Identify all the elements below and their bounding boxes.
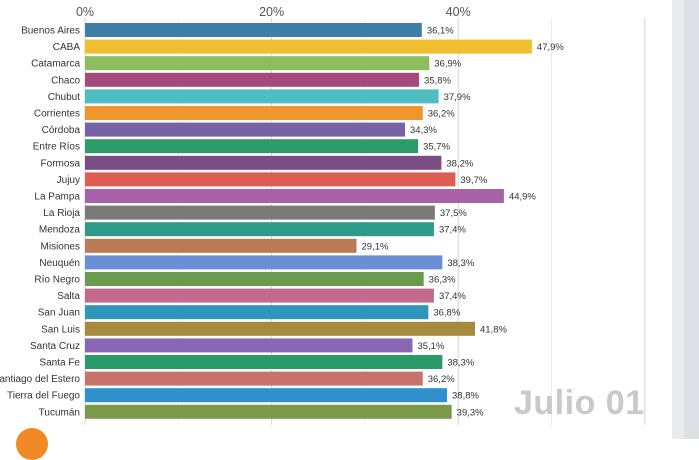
bar	[85, 272, 424, 286]
category-label: Córdoba	[42, 125, 81, 136]
category-label: Buenos Aires	[21, 26, 80, 37]
bar	[85, 205, 435, 220]
category-label: La Rioja	[43, 208, 80, 219]
bar	[85, 404, 452, 419]
scrollbar[interactable]	[672, 0, 699, 439]
bar	[85, 305, 429, 320]
bar	[85, 321, 475, 336]
value-label: 37,9%	[444, 92, 471, 103]
bar	[85, 388, 448, 403]
category-labels: Buenos Aires CABA Catamarca Chaco Chubut Corr…	[0, 26, 80, 419]
value-label: 36,2%	[428, 374, 455, 385]
value-label: 35,1%	[417, 341, 444, 352]
bar	[85, 371, 423, 386]
category-label: Catamarca	[31, 59, 80, 70]
value-label: 36,9%	[434, 59, 461, 70]
bar	[85, 238, 357, 253]
bar	[85, 56, 430, 71]
bar	[85, 222, 434, 237]
bar	[85, 189, 504, 203]
x-tick-label: 0%	[76, 5, 94, 19]
bar	[85, 72, 420, 87]
category-label: Tierra del Fuego	[7, 391, 80, 402]
value-label: 29,1%	[362, 241, 389, 252]
value-label: 34,3%	[410, 125, 437, 136]
category-label: Santa Fe	[39, 358, 80, 369]
bar	[85, 338, 413, 353]
category-label: San Juan	[38, 308, 80, 319]
value-label: 38,3%	[447, 358, 474, 369]
value-label: 35,8%	[424, 75, 451, 86]
category-label: Entre Ríos	[33, 142, 80, 153]
x-tick-label: 40%	[446, 5, 471, 19]
value-label: 41,8%	[480, 324, 507, 335]
category-label: Salta	[57, 291, 80, 302]
x-tick-label: 20%	[259, 5, 284, 19]
value-labels: 36,1% 47,9% 36,9% 35,8% 37,9% 36,2% 34,3% 35,7%…	[362, 26, 565, 419]
value-label: 38,3%	[447, 258, 474, 269]
category-label: Misiones	[41, 241, 80, 252]
category-label: Tucumán	[39, 407, 80, 418]
value-label: 36,8%	[433, 308, 460, 319]
value-label: 47,9%	[537, 42, 564, 53]
value-label: 36,3%	[429, 275, 456, 286]
category-label: La Pampa	[34, 192, 80, 203]
logo-badge	[16, 428, 48, 460]
value-label: 44,9%	[509, 192, 536, 203]
scrollbar-track[interactable]	[684, 0, 699, 439]
bar	[85, 288, 434, 303]
value-label: 38,2%	[446, 158, 473, 169]
category-label: Jujuy	[57, 175, 80, 186]
bar	[85, 106, 423, 120]
value-label: 37,4%	[439, 225, 466, 236]
date-watermark: Julio 01	[514, 384, 645, 422]
value-label: 36,1%	[427, 26, 454, 37]
value-label: 35,7%	[423, 142, 450, 153]
bar	[85, 155, 442, 170]
bar	[85, 122, 406, 137]
bar	[85, 23, 422, 37]
value-label: 37,5%	[440, 208, 467, 219]
bars	[85, 23, 532, 419]
category-label: Chaco	[51, 75, 80, 86]
value-label: 39,7%	[460, 175, 487, 186]
category-label: Santa Cruz	[30, 341, 80, 352]
value-label: 38,8%	[452, 391, 479, 402]
category-label: Mendoza	[39, 225, 81, 236]
bar-chart: 0% 20% 40% Buenos Aires CABA Catamarca Chaco C…	[0, 5, 646, 425]
value-label: 37,4%	[439, 291, 466, 302]
category-label: CABA	[53, 42, 81, 53]
bar	[85, 139, 419, 154]
bar	[85, 89, 439, 104]
value-label: 36,2%	[428, 109, 455, 120]
category-label: Chubut	[48, 92, 80, 103]
bar	[85, 172, 456, 187]
value-label: 39,3%	[457, 407, 484, 418]
bar	[85, 355, 443, 369]
bar	[85, 39, 532, 54]
category-label: Corrientes	[34, 109, 80, 120]
x-axis-ticks: 0% 20% 40%	[76, 5, 471, 19]
category-label: San Luis	[41, 324, 80, 335]
category-label: Formosa	[41, 158, 81, 169]
category-label: Río Negro	[34, 275, 80, 286]
category-label: Neuquén	[39, 258, 80, 269]
bar	[85, 255, 443, 270]
category-label: antiago del Estero	[0, 374, 80, 385]
